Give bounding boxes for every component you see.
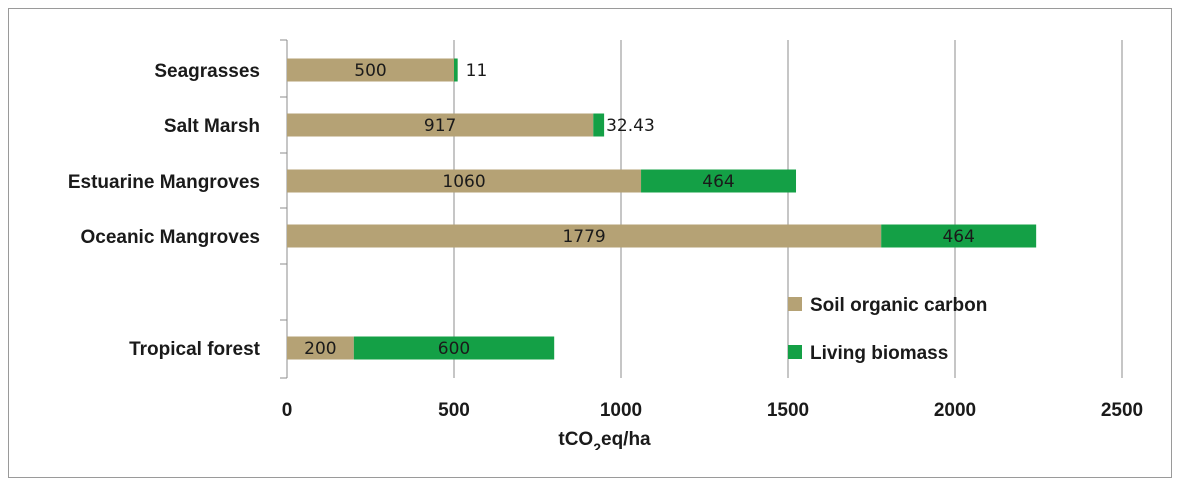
category-label: Seagrasses <box>154 61 260 82</box>
x-axis-title-subscript: 2 <box>593 440 601 450</box>
x-tick-label: 2500 <box>1101 400 1143 421</box>
bar-soil-organic-carbon <box>287 58 454 82</box>
x-tick-label: 2000 <box>934 400 976 421</box>
bar-soil-organic-carbon <box>287 113 594 137</box>
legend: Soil organic carbon Living biomass <box>788 295 987 364</box>
data-label-living: 464 <box>942 227 974 247</box>
category-labels: Seagrasses Salt Marsh Estuarine Mangroves O… <box>68 61 261 360</box>
bar-living-biomass <box>593 113 605 137</box>
data-label-soil: 1779 <box>562 227 605 247</box>
x-tick-label: 0 <box>282 400 293 421</box>
data-label-soil: 500 <box>354 61 386 81</box>
bar-soil-organic-carbon <box>287 336 354 360</box>
legend-swatch <box>788 345 802 359</box>
bar-living-biomass <box>881 224 1037 248</box>
x-tick-label: 500 <box>438 400 470 421</box>
data-label-living: 464 <box>702 172 734 192</box>
bars <box>287 58 1037 360</box>
category-label: Salt Marsh <box>164 116 260 137</box>
legend-swatch <box>788 297 802 311</box>
x-tick-label: 1500 <box>767 400 809 421</box>
category-label: Oceanic Mangroves <box>80 227 260 248</box>
x-axis-title-suffix: eq/ha <box>601 429 651 450</box>
category-label: Tropical forest <box>129 339 261 360</box>
category-label: Estuarine Mangroves <box>68 172 260 193</box>
bar-soil-organic-carbon <box>287 224 882 248</box>
x-tick-labels: 0 500 1000 1500 2000 2500 <box>282 400 1143 421</box>
data-label-living: 32.43 <box>606 116 655 136</box>
gridlines <box>453 40 1123 378</box>
stacked-bar-chart: 500 11 917 32.43 1060 464 1779 464 200 600 Seagra… <box>68 39 1143 450</box>
legend-label: Living biomass <box>810 343 948 364</box>
data-label-soil: 200 <box>304 339 336 359</box>
legend-label: Soil organic carbon <box>810 295 987 316</box>
x-axis-title: tCO2eq/ha <box>558 429 651 450</box>
data-labels: 500 11 917 32.43 1060 464 1779 464 200 600 <box>304 61 975 359</box>
x-tick-label: 1000 <box>600 400 642 421</box>
y-axis <box>280 39 288 379</box>
bar-living-biomass <box>454 58 458 82</box>
bar-living-biomass <box>353 336 555 360</box>
data-label-living: 600 <box>438 339 470 359</box>
data-label-soil: 1060 <box>442 172 485 192</box>
bar-living-biomass <box>641 169 797 193</box>
x-axis-title-prefix: tCO <box>558 429 593 450</box>
data-label-living: 11 <box>466 61 488 81</box>
bar-soil-organic-carbon <box>287 169 642 193</box>
data-label-soil: 917 <box>424 116 456 136</box>
